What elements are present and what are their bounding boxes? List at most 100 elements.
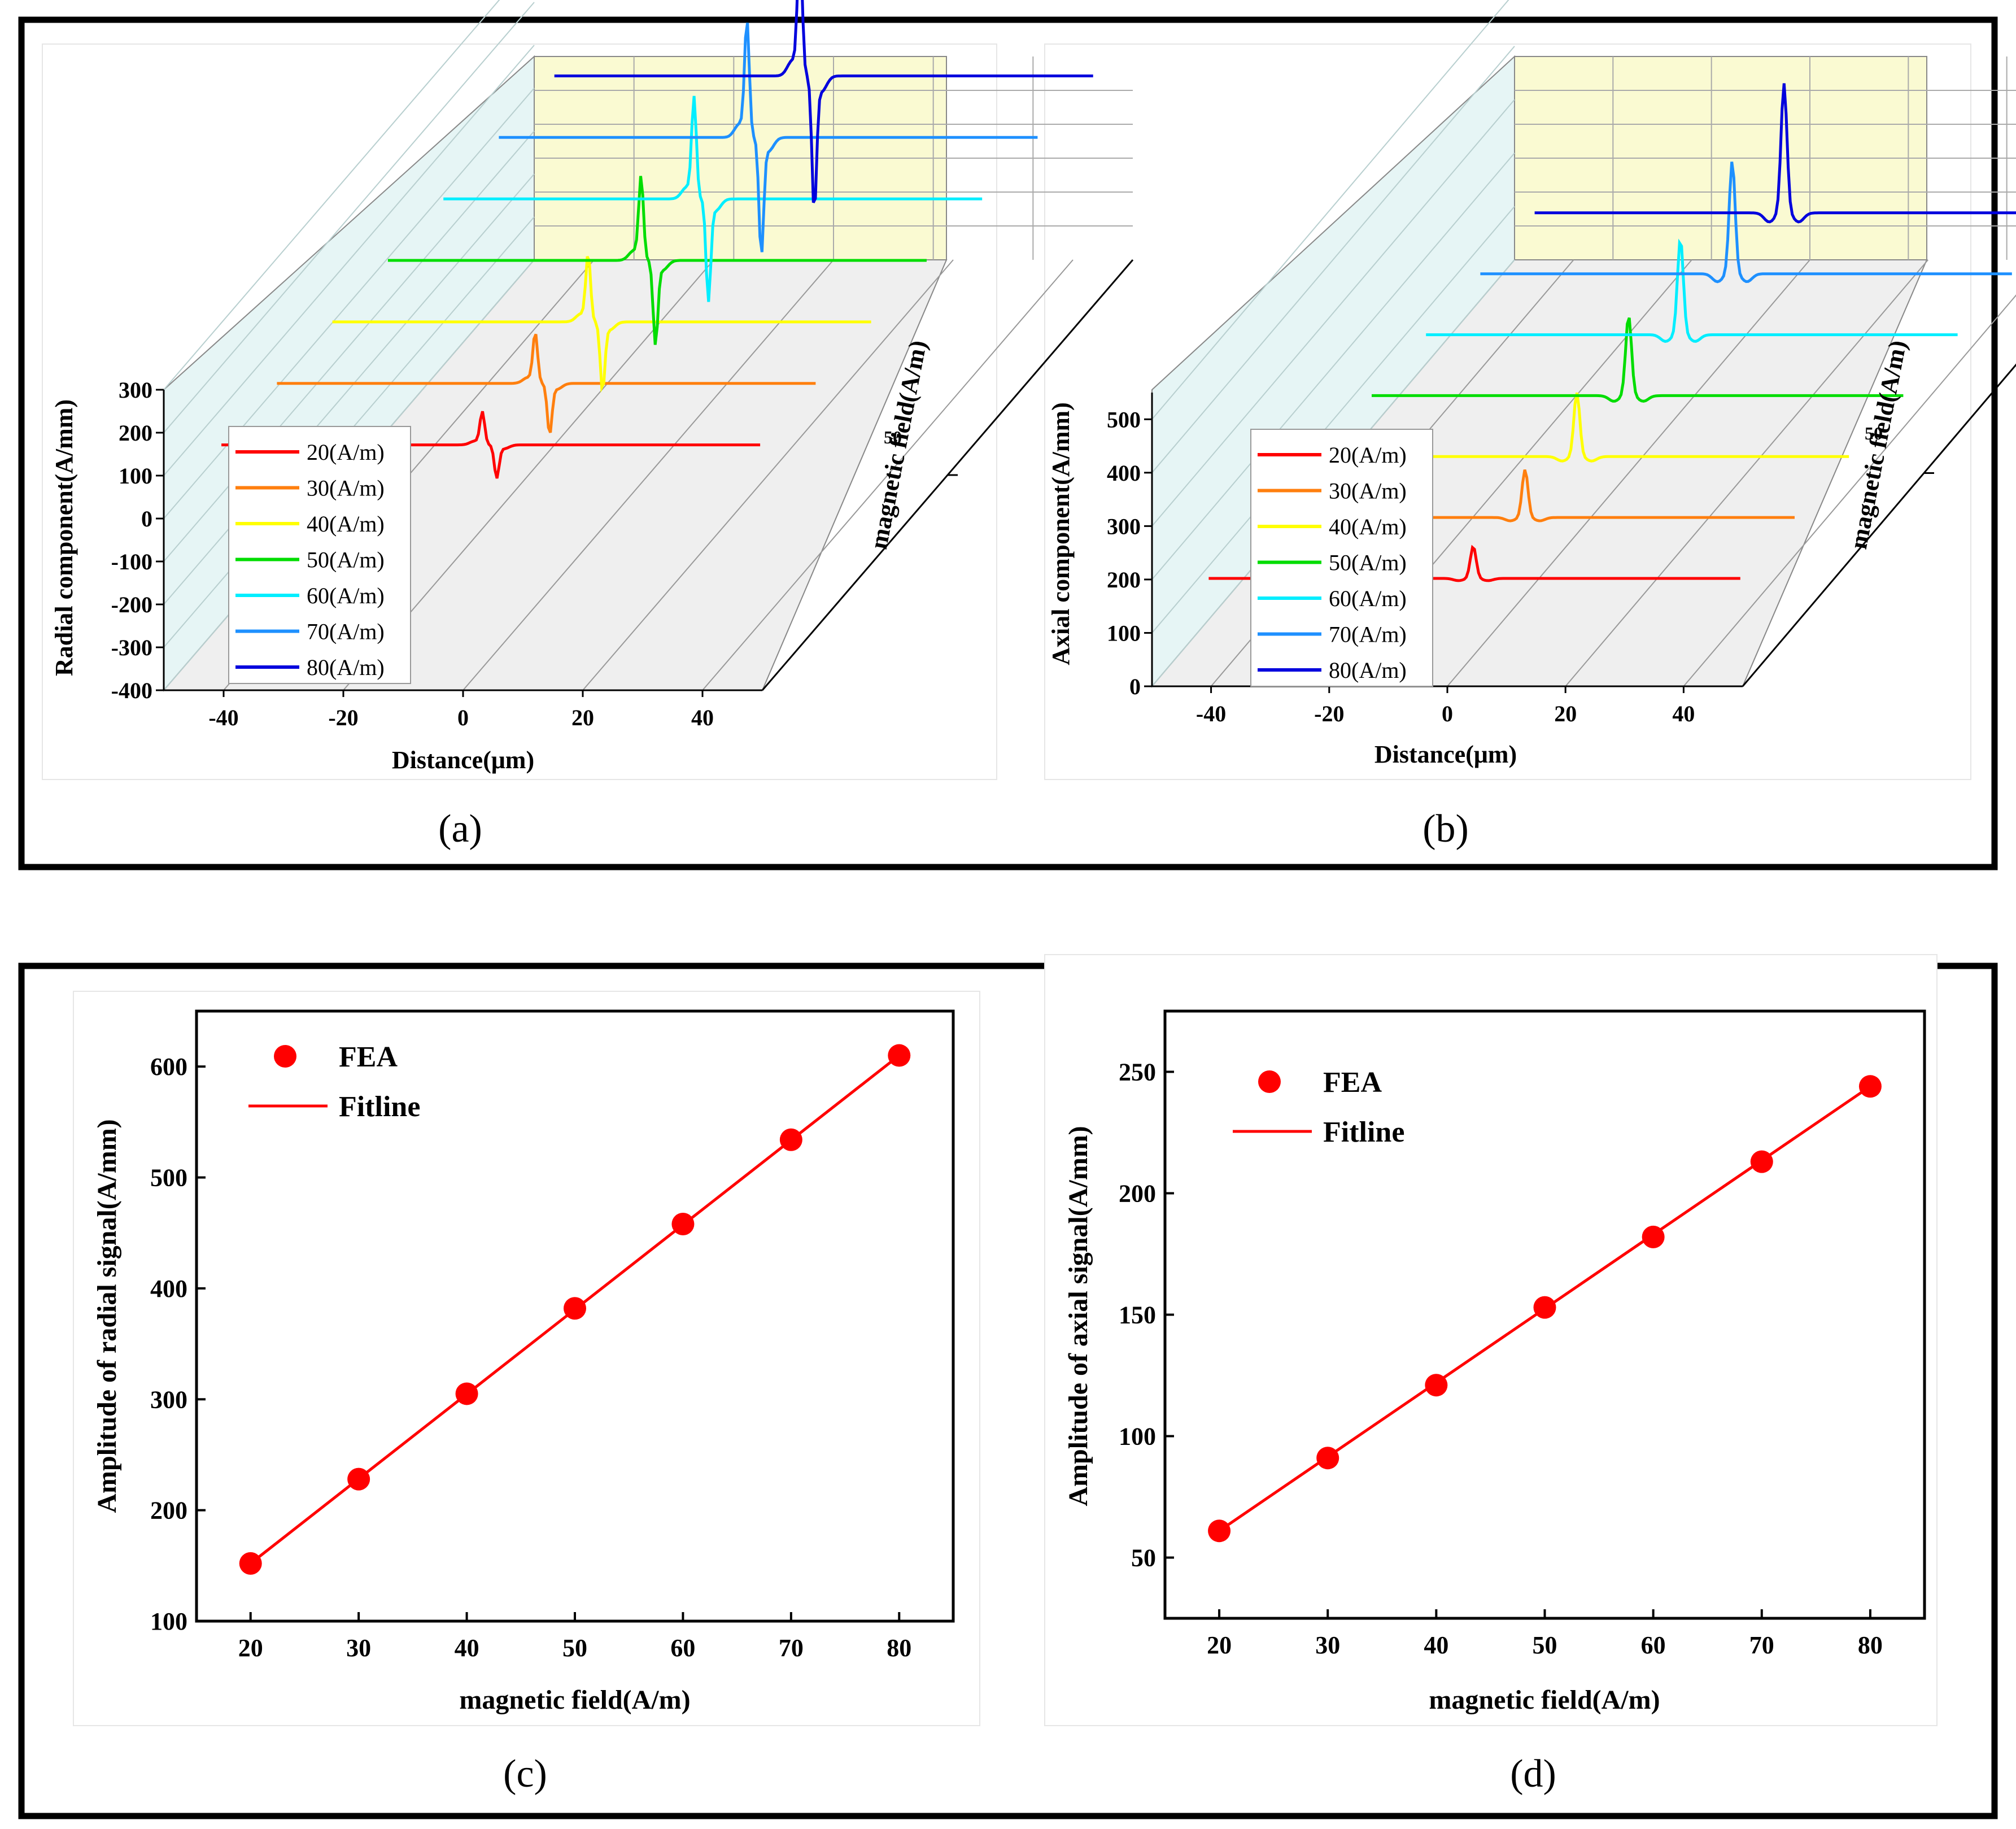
- y-axis-label: Amplitude of radial signal(A/mm): [92, 1119, 122, 1513]
- x-tick-label: -40: [208, 705, 238, 730]
- series-line: [554, 0, 1093, 203]
- legend-box: [228, 426, 411, 684]
- legend-label: 40(A/m): [307, 511, 385, 537]
- data-point: [1533, 1296, 1556, 1319]
- y-tick-label: 500: [1107, 407, 1141, 432]
- side-wall-gridline: [163, 45, 535, 476]
- y-axis-label: Radial component(A/mm): [50, 399, 78, 676]
- data-point: [1750, 1150, 1773, 1173]
- y-tick-label: 200: [1107, 567, 1141, 593]
- legend-label: Fitline: [1323, 1116, 1404, 1148]
- side-wall-gridline: [163, 88, 535, 519]
- series-line: [387, 176, 927, 345]
- side-wall-gridline: [1151, 206, 1515, 634]
- x-tick-label: -20: [328, 705, 358, 730]
- data-point: [1858, 1075, 1882, 1098]
- x-tick-label: 30: [346, 1634, 371, 1662]
- x-axis-label: Distance(μm): [1374, 741, 1517, 768]
- data-point: [1208, 1519, 1231, 1543]
- side-wall-gridline: [1151, 153, 1515, 580]
- z-tick-label: 50: [884, 427, 902, 447]
- x-tick-label: 30: [1315, 1631, 1340, 1659]
- floor-gridline: [702, 259, 1074, 691]
- series-line: [443, 95, 983, 302]
- legend-label: 70(A/m): [307, 619, 385, 644]
- legend-marker: [274, 1045, 296, 1068]
- legend-label: 80(A/m): [1329, 657, 1407, 683]
- x-tick-label: 40: [1672, 701, 1695, 726]
- data-point: [1642, 1225, 1665, 1248]
- data-point: [1425, 1374, 1448, 1397]
- x-axis-label: Distance(μm): [392, 746, 534, 774]
- y-axis-label: Axial component(A/mm): [1047, 402, 1075, 665]
- legend-marker: [1258, 1070, 1281, 1093]
- floor-gridline: [582, 259, 954, 691]
- x-tick-label: 20: [238, 1634, 263, 1662]
- panel-caption: (c): [503, 1752, 547, 1796]
- side-wall-gridline: [1151, 46, 1515, 473]
- y-tick-label: -200: [111, 592, 152, 617]
- radial-amplitude-chart: 20 30 40 50 60 70 80 100 200 300 400 500 600 FEA Fitl…: [92, 1009, 955, 1796]
- legend-label: 60(A/m): [307, 583, 385, 608]
- panel-c-background: [73, 991, 980, 1726]
- side-wall-gridline: [163, 0, 500, 390]
- data-point: [779, 1128, 802, 1151]
- x-tick-label: -20: [1314, 701, 1344, 726]
- x-tick-label: 50: [562, 1634, 587, 1662]
- x-tick-label: 70: [779, 1634, 804, 1662]
- series-line: [277, 333, 816, 433]
- side-wall-gridline: [163, 173, 535, 605]
- series-line: [1372, 317, 1904, 403]
- legend-label: 60(A/m): [1329, 586, 1407, 611]
- x-tick-label: 60: [1641, 1631, 1666, 1659]
- side-wall-gridline: [163, 2, 535, 433]
- floor-gridline: [1565, 259, 1928, 687]
- series-line: [1426, 238, 1958, 343]
- y-tick-label: -400: [111, 678, 152, 703]
- x-tick-label: 20: [571, 705, 594, 730]
- panel-d-background: [1044, 954, 1938, 1726]
- floor-gridline: [1683, 294, 2016, 687]
- y-tick-label: 300: [150, 1386, 187, 1413]
- y-tick-label: 0: [141, 506, 152, 532]
- side-wall-gridline: [163, 130, 535, 562]
- data-point: [671, 1213, 695, 1236]
- x-tick-label: 40: [455, 1634, 479, 1662]
- legend-label: FEA: [1323, 1066, 1382, 1099]
- series-line: [1480, 162, 2012, 284]
- y-tick-label: 100: [1107, 620, 1141, 646]
- legend-label: FEA: [339, 1041, 398, 1073]
- x-tick-label: 0: [457, 705, 469, 730]
- y-axis-label: Amplitude of axial signal(A/mm): [1063, 1126, 1093, 1506]
- legend-label: 40(A/m): [1329, 514, 1407, 539]
- y-tick-label: 100: [1119, 1423, 1156, 1451]
- y-tick-label: 400: [1107, 460, 1141, 486]
- x-axis-label: magnetic field(A/m): [1429, 1685, 1660, 1715]
- legend-label: 50(A/m): [1329, 550, 1407, 576]
- x-tick-label: 50: [1533, 1631, 1557, 1659]
- y-tick-label: 200: [150, 1497, 187, 1525]
- x-tick-label: 40: [1424, 1631, 1448, 1659]
- legend-label: 70(A/m): [1329, 622, 1407, 647]
- x-tick-label: -40: [1196, 701, 1226, 726]
- axial-waterfall-chart: 500 400 300 200 100 0 -40 -20 0 20 40 20(A/m) 30(A/…: [1047, 0, 2016, 851]
- y-tick-label: 200: [1119, 1180, 1156, 1208]
- y-tick-label: 300: [1107, 513, 1141, 539]
- y-tick-label: 250: [1119, 1059, 1156, 1086]
- x-axis-label: magnetic field(A/m): [459, 1685, 690, 1715]
- data-point: [888, 1044, 911, 1067]
- panel-caption: (b): [1422, 807, 1469, 851]
- floor-gridline: [462, 259, 834, 691]
- y-tick-label: 600: [150, 1053, 187, 1081]
- legend-label: 30(A/m): [307, 476, 385, 501]
- legend-box: [1250, 429, 1433, 687]
- legend-label: 80(A/m): [307, 655, 385, 680]
- z-tick-label: 50: [1865, 423, 1883, 443]
- x-tick-label: 60: [670, 1634, 695, 1662]
- legend-label: Fitline: [339, 1091, 420, 1123]
- y-tick-label: 150: [1119, 1301, 1156, 1329]
- x-tick-label: 20: [1554, 701, 1577, 726]
